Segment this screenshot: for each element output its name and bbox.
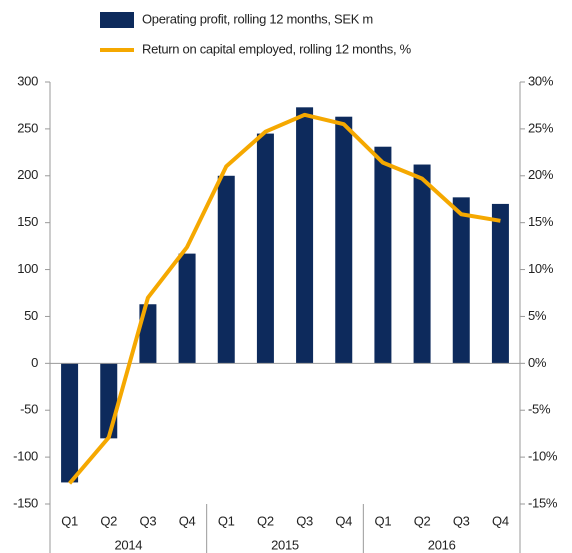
bar	[178, 253, 196, 364]
y2-tick-label: -5%	[528, 402, 551, 417]
y-tick-label: -100	[13, 449, 38, 464]
legend-label: Return on capital employed, rolling 12 m…	[142, 41, 412, 56]
x-tick-label: Q2	[414, 513, 431, 528]
bar	[100, 363, 118, 439]
x-tick-label: Q3	[296, 513, 313, 528]
x-tick-label: Q4	[492, 513, 509, 528]
y-tick-label: -150	[13, 495, 38, 510]
x-tick-label: Q2	[100, 513, 117, 528]
bar	[296, 107, 314, 364]
y-tick-label: 0	[31, 355, 38, 370]
y-tick-label: 150	[17, 214, 38, 229]
bar	[217, 175, 235, 364]
y2-tick-label: -10%	[528, 449, 558, 464]
bar	[335, 116, 353, 364]
x-tick-label: Q1	[218, 513, 235, 528]
x-tick-label: Q4	[179, 513, 196, 528]
legend-swatch	[100, 12, 134, 28]
y-tick-label: 300	[17, 73, 38, 88]
y2-tick-label: 25%	[528, 120, 554, 135]
x-tick-label: Q2	[257, 513, 274, 528]
bar	[256, 133, 274, 364]
y-tick-label: 200	[17, 167, 38, 182]
year-label: 2014	[114, 537, 142, 552]
year-label: 2015	[271, 537, 299, 552]
line	[68, 112, 501, 485]
y2-tick-label: 0%	[528, 355, 547, 370]
x-tick-label: Q3	[453, 513, 470, 528]
bar	[61, 363, 79, 483]
bar	[491, 203, 509, 364]
x-tick-label: Q1	[61, 513, 78, 528]
x-tick-label: Q1	[375, 513, 392, 528]
y-tick-label: 50	[24, 308, 38, 323]
y-tick-label: -50	[20, 402, 38, 417]
bar	[374, 146, 392, 364]
bar	[413, 164, 431, 364]
x-tick-label: Q4	[335, 513, 352, 528]
y-tick-label: 250	[17, 120, 38, 135]
x-tick-label: Q3	[140, 513, 157, 528]
y2-tick-label: 30%	[528, 73, 554, 88]
y-tick-label: 100	[17, 261, 38, 276]
y2-tick-label: 5%	[528, 308, 547, 323]
y2-tick-label: 20%	[528, 167, 554, 182]
y2-tick-label: 15%	[528, 214, 554, 229]
bar	[452, 197, 470, 364]
y2-tick-label: 10%	[528, 261, 554, 276]
legend-label: Operating profit, rolling 12 months, SEK…	[142, 11, 373, 26]
y2-tick-label: -15%	[528, 495, 558, 510]
year-label: 2016	[428, 537, 456, 552]
